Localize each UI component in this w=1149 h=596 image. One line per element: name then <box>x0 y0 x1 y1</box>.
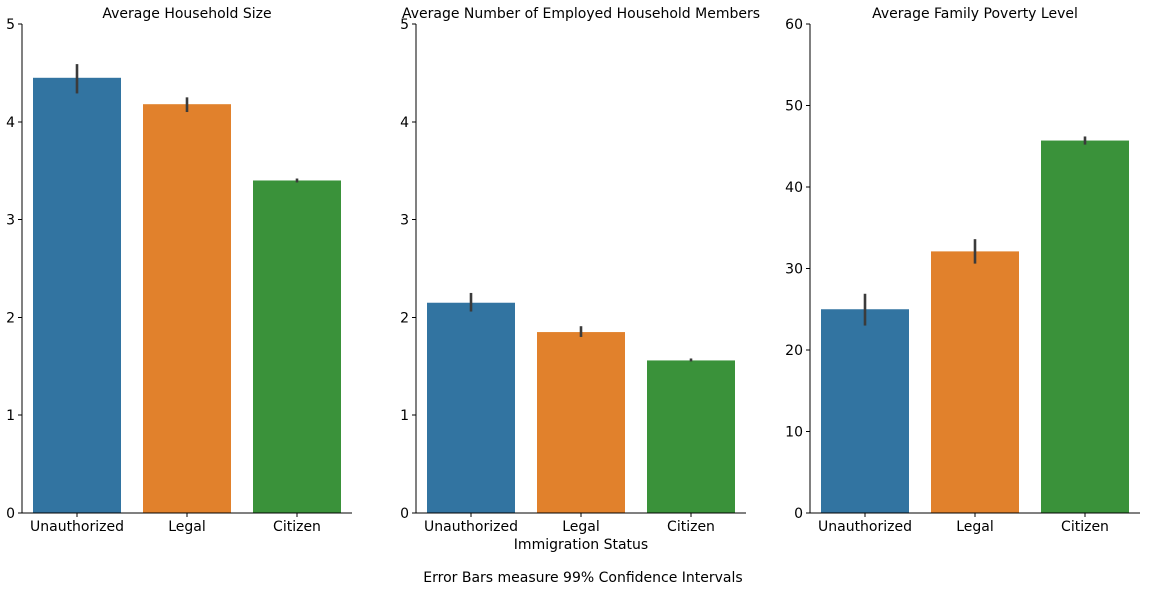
x-tick-label: Legal <box>562 519 600 535</box>
y-tick-label: 1 <box>400 408 409 424</box>
y-tick-label: 0 <box>400 506 409 522</box>
panel-employed-members: Average Number of Employed Household Mem… <box>400 6 760 553</box>
x-tick-label: Unauthorized <box>818 519 912 535</box>
y-tick-label: 3 <box>6 213 15 229</box>
y-tick-label: 20 <box>785 343 803 359</box>
x-tick-label: Unauthorized <box>30 519 124 535</box>
bar-unauthorized <box>33 77 121 513</box>
y-tick-label: 2 <box>6 310 15 326</box>
panel-title: Average Family Poverty Level <box>872 6 1078 22</box>
figure-footnote: Error Bars measure 99% Confidence Interv… <box>423 570 742 586</box>
bar-citizen <box>1041 140 1129 514</box>
y-tick-label: 10 <box>785 425 803 441</box>
bar-legal <box>537 332 625 513</box>
panel-household-size: Average Household Size Unauthorized Legal C… <box>6 6 352 535</box>
y-tick-label: 1 <box>6 408 15 424</box>
y-tick-label: 40 <box>785 180 803 196</box>
bar-legal <box>931 251 1019 513</box>
bar-unauthorized <box>821 309 909 513</box>
y-tick-label: 3 <box>400 213 409 229</box>
bar-citizen <box>253 180 341 514</box>
y-tick-label: 5 <box>400 17 409 33</box>
x-tick-label: Unauthorized <box>424 519 518 535</box>
y-tick-label: 0 <box>6 506 15 522</box>
panel-title: Average Number of Employed Household Mem… <box>402 6 760 22</box>
x-tick-label: Legal <box>956 519 994 535</box>
panel-title: Average Household Size <box>102 6 271 22</box>
y-tick-label: 50 <box>785 99 803 115</box>
y-tick-label: 2 <box>400 310 409 326</box>
bar-unauthorized <box>427 302 515 513</box>
bar-citizen <box>647 360 735 513</box>
y-tick-label: 0 <box>794 506 803 522</box>
y-tick-label: 4 <box>400 115 409 131</box>
y-tick-label: 30 <box>785 262 803 278</box>
bar-legal <box>143 104 231 514</box>
panel-poverty-level: Average Family Poverty Level Unauthorized… <box>785 6 1140 535</box>
x-tick-label: Citizen <box>273 519 321 535</box>
y-tick-label: 60 <box>785 17 803 33</box>
y-tick-label: 4 <box>6 115 15 131</box>
x-tick-label: Citizen <box>1061 519 1109 535</box>
x-tick-label: Legal <box>168 519 206 535</box>
x-axis-label: Immigration Status <box>514 537 648 553</box>
x-tick-label: Citizen <box>667 519 715 535</box>
y-tick-label: 5 <box>6 17 15 33</box>
